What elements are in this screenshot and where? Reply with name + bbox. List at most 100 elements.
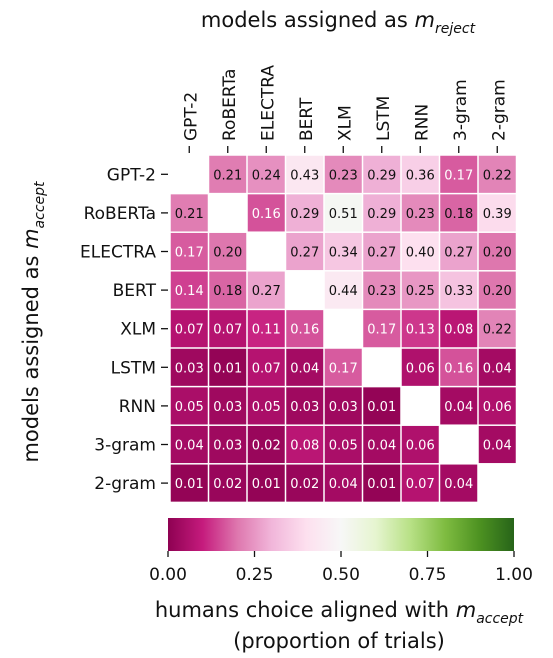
cell-value-label: 0.04	[367, 439, 396, 454]
heatmap-cell	[440, 464, 478, 502]
cell-value-label: 0.34	[329, 246, 358, 261]
x-tick-labels: GPT-2 RoBERTa ELECTRA BERT XLM LSTM RNN 3-gram 2…	[181, 65, 509, 153]
colorbar-label-line1: humans choice aligned with maccept	[155, 598, 524, 627]
x-tick-label: GPT-2	[181, 92, 201, 141]
heatmap-cell	[440, 155, 478, 193]
heatmap-cell	[401, 310, 439, 348]
y-tick-label: ELECTRA	[80, 243, 156, 263]
y-tick-label: RNN	[119, 397, 156, 417]
cell-value-label: 0.23	[329, 168, 358, 183]
heatmap-cell	[440, 348, 478, 386]
cell-value-label: 0.01	[367, 477, 396, 492]
y-tick-label: GPT-2	[107, 165, 156, 185]
cell-value-label: 0.02	[252, 439, 281, 454]
cell-value-label: 0.21	[175, 207, 204, 222]
heatmap-cell	[209, 232, 247, 271]
cell-value-label: 0.29	[367, 207, 396, 222]
heatmap-cell	[286, 464, 324, 502]
heatmap-cell	[401, 194, 439, 232]
cell-value-label: 0.03	[213, 400, 242, 415]
cell-value-label: 0.04	[444, 400, 473, 415]
heatmap-cell	[324, 232, 362, 271]
heatmap-cell	[209, 387, 247, 425]
heatmap-cell	[478, 232, 516, 271]
cell-value-label: 0.06	[406, 439, 435, 454]
cell-value-label: 0.02	[290, 477, 319, 492]
heatmap-cell	[401, 271, 439, 309]
chart-title: models assigned as mreject	[201, 8, 476, 37]
cell-value-label: 0.07	[175, 323, 204, 338]
heatmap-cell	[440, 310, 478, 348]
heatmap-cell	[247, 271, 285, 309]
cell-value-label: 0.44	[329, 284, 358, 299]
heatmap-cell	[170, 310, 208, 348]
cell-value-label: 0.08	[444, 323, 473, 338]
cell-value-label: 0.05	[329, 439, 358, 454]
heatmap-cell	[324, 194, 362, 232]
y-tick-label: 2-gram	[94, 474, 156, 494]
heatmap-cell	[363, 464, 401, 502]
colorbar: 0.00 0.25 0.50 0.75 1.00	[149, 518, 533, 585]
heatmap-cell	[363, 425, 401, 464]
y-tick-label: LSTM	[111, 358, 156, 378]
heatmap-cell	[478, 271, 516, 309]
heatmap-cell	[363, 387, 401, 425]
cell-value-label: 0.20	[483, 246, 512, 261]
cell-value-label: 0.16	[290, 323, 319, 338]
cell-value-label: 0.05	[175, 400, 204, 415]
cell-value-label: 0.21	[213, 168, 242, 183]
heatmap-cell	[478, 348, 516, 386]
heatmap-cell	[324, 387, 362, 425]
x-tick-label: XLM	[335, 105, 355, 141]
heatmap-cell	[363, 232, 401, 271]
cell-value-label: 0.03	[290, 400, 319, 415]
cell-value-label: 0.06	[406, 361, 435, 376]
colorbar-tick-label: 0.75	[409, 565, 447, 585]
heatmap-cell	[440, 271, 478, 309]
cell-value-label: 0.04	[175, 439, 204, 454]
cell-value-label: 0.04	[444, 477, 473, 492]
heatmap-cell	[247, 310, 285, 348]
cell-value-label: 0.29	[367, 168, 396, 183]
x-tick-label: ELECTRA	[258, 65, 278, 141]
cell-value-label: 0.04	[483, 361, 512, 376]
colorbar-tick-label: 1.00	[495, 565, 533, 585]
heatmap-cell	[440, 232, 478, 271]
cell-value-label: 0.24	[252, 168, 281, 183]
heatmap-cell	[478, 194, 516, 232]
y-tick-label: XLM	[120, 320, 156, 340]
heatmap-cell	[363, 194, 401, 232]
cell-value-label: 0.27	[290, 246, 319, 261]
heatmap-cell	[324, 425, 362, 464]
heatmap-cell	[209, 348, 247, 386]
cell-value-label: 0.08	[290, 439, 319, 454]
heatmap-cell	[170, 348, 208, 386]
cell-value-label: 0.39	[483, 207, 512, 222]
colorbar-ticks: 0.00 0.25 0.50 0.75 1.00	[149, 551, 533, 585]
cell-value-label: 0.06	[483, 400, 512, 415]
cell-value-label: 0.18	[444, 207, 473, 222]
heatmap-cell	[170, 464, 208, 502]
heatmap-cells: 0.21 0.24 0.43 0.23 0.29 0.36 0.17 0.22 0.21 0.16…	[170, 155, 516, 502]
x-tick-label: LSTM	[374, 96, 394, 141]
cell-value-label: 0.17	[367, 323, 396, 338]
cell-value-label: 0.13	[406, 323, 435, 338]
heatmap-cell	[363, 155, 401, 193]
heatmap-cell	[247, 387, 285, 425]
heatmap-cell	[247, 348, 285, 386]
heatmap-cell	[209, 464, 247, 502]
cell-value-label: 0.11	[252, 323, 281, 338]
heatmap-cell	[247, 194, 285, 232]
heatmap-cell	[170, 387, 208, 425]
cell-value-label: 0.07	[252, 361, 281, 376]
y-tick-label: RoBERTa	[84, 204, 156, 224]
cell-value-label: 0.01	[252, 477, 281, 492]
cell-value-label: 0.03	[213, 439, 242, 454]
heatmap-cell	[324, 155, 362, 193]
cell-value-label: 0.03	[175, 361, 204, 376]
heatmap-cell	[324, 348, 362, 386]
heatmap-cell	[478, 155, 516, 193]
cell-value-label: 0.36	[406, 168, 435, 183]
y-tick-label: BERT	[113, 281, 157, 301]
